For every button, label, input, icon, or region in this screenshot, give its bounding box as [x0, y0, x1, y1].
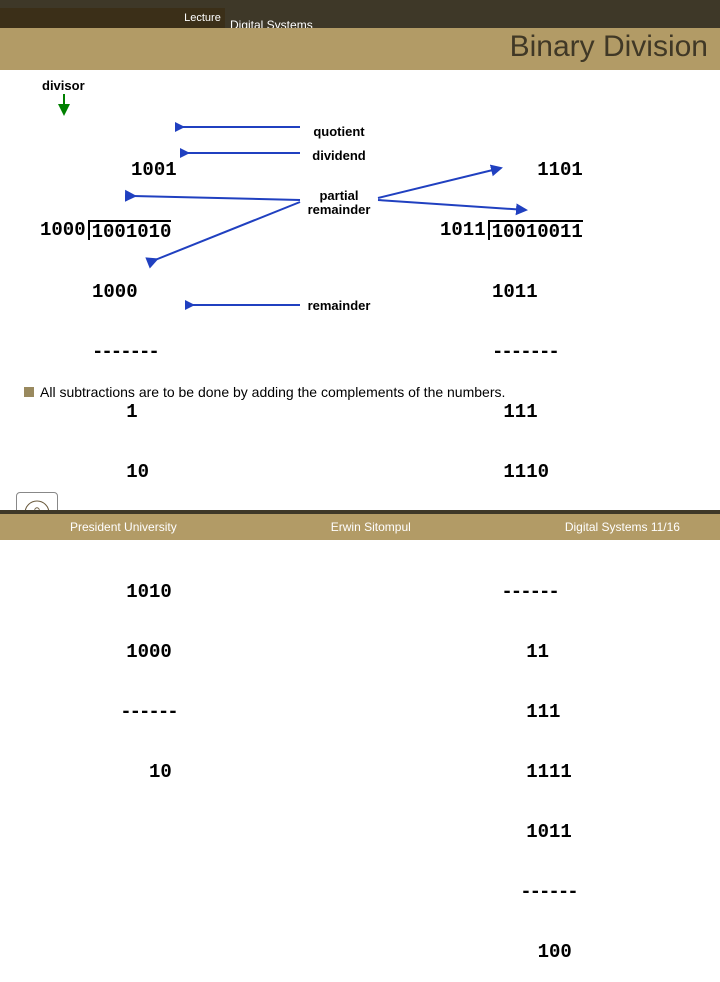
- step-2-6: 11: [440, 642, 583, 662]
- footer-center: Erwin Sitompul: [331, 520, 411, 534]
- step-1-6: 1000: [40, 642, 177, 662]
- arrow-remainder-icon: [185, 298, 305, 312]
- step-2-5: ------: [440, 582, 583, 602]
- dividend-label: dividend: [300, 148, 378, 163]
- footer-right: Digital Systems 11/16: [565, 520, 680, 534]
- arrow-quotient-icon: [175, 120, 305, 134]
- arrow-dividend-icon: [180, 146, 305, 160]
- partial-remainder-label-2: remainder: [300, 202, 378, 217]
- step-1-8: 10: [40, 762, 177, 782]
- step-1-2: 1: [40, 402, 177, 422]
- remainder-label: remainder: [300, 298, 378, 313]
- quotient-label: quotient: [300, 124, 378, 139]
- step-2-8: 1111: [440, 762, 583, 782]
- partial-remainder-label-1: partial: [300, 188, 378, 203]
- step-2-10: ------: [440, 882, 583, 902]
- step-1-7: ------: [40, 702, 177, 722]
- bullet-icon: [24, 387, 34, 397]
- step-1-3: 10: [40, 462, 177, 482]
- step-2-9: 1011: [440, 822, 583, 842]
- note: All subtractions are to be done by addin…: [24, 384, 696, 400]
- divisor-1: 1000: [40, 220, 88, 242]
- dividend-1: 1001010: [90, 220, 172, 242]
- slide-header: Lecture Digital Systems Binary Division: [0, 0, 720, 70]
- arrow-divisor-icon: [58, 92, 78, 122]
- step-2-0: 1011: [440, 282, 583, 302]
- page-title: Binary Division: [510, 28, 708, 64]
- quotient-2: 1101: [440, 160, 583, 180]
- step-2-2: 111: [440, 402, 583, 422]
- footer-band: President University Erwin Sitompul Digi…: [0, 514, 720, 540]
- step-2-7: 111: [440, 702, 583, 722]
- step-1-0: 1000: [40, 282, 177, 302]
- step-2-1: -------: [440, 342, 583, 362]
- long-division-1: 1001 10001001010 1000 ------- 1 10 101 1…: [40, 120, 177, 802]
- step-2-3: 1110: [440, 462, 583, 482]
- lecture-label: Lecture: [180, 8, 225, 28]
- note-text: All subtractions are to be done by addin…: [40, 384, 505, 400]
- header-band-top: [0, 0, 720, 8]
- footer-left: President University: [70, 520, 177, 534]
- divisor-2: 1011: [440, 220, 488, 242]
- quotient-1: 1001: [40, 160, 177, 180]
- header-band-mid: Lecture Digital Systems: [0, 8, 720, 28]
- step-1-1: -------: [40, 342, 177, 362]
- dividend-2: 10010011: [490, 220, 583, 242]
- divisor-label: divisor: [42, 78, 85, 93]
- step-1-5: 1010: [40, 582, 177, 602]
- slide-footer: President University Erwin Sitompul Digi…: [0, 510, 720, 540]
- step-2-11: 100: [440, 942, 583, 962]
- long-division-2: 1101 101110010011 1011 ------- 111 1110 …: [440, 120, 583, 982]
